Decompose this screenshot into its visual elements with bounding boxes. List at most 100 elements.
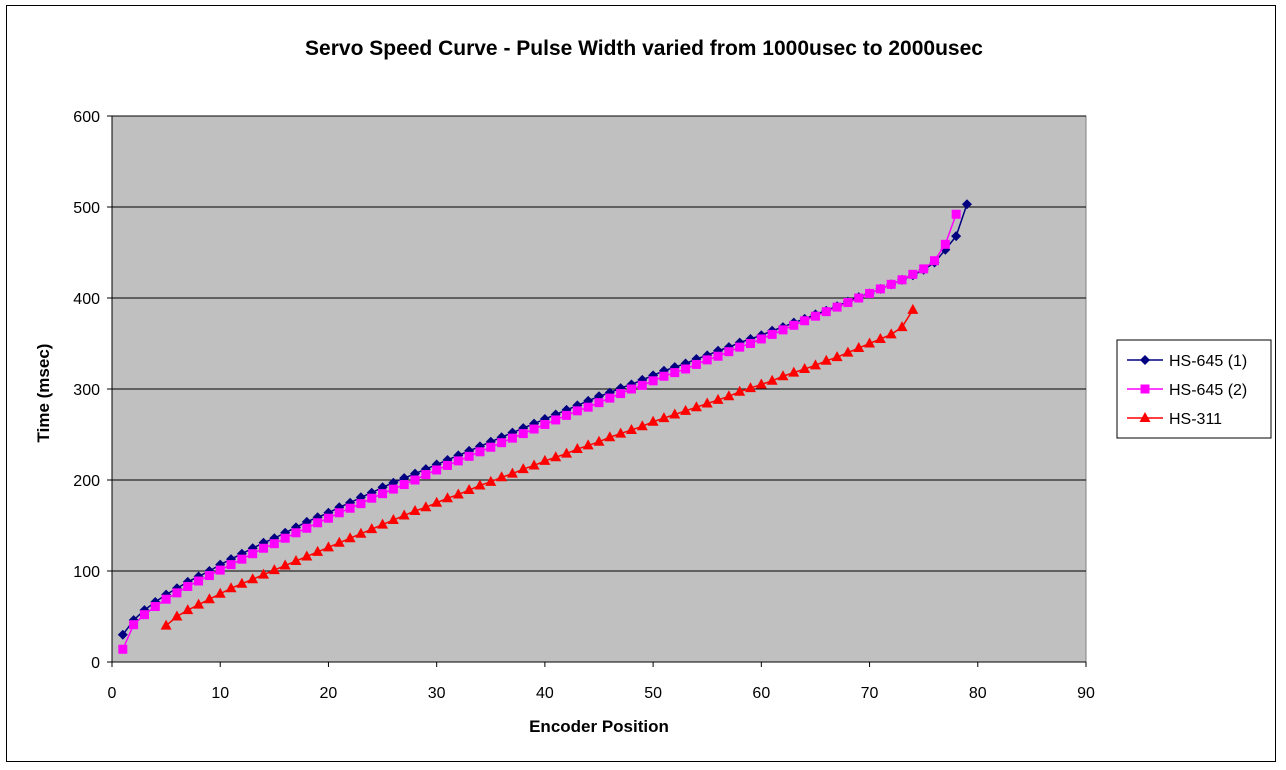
- point-2-18: [355, 527, 367, 538]
- y-tick-label-300: 300: [73, 382, 100, 399]
- point-1-51: [670, 368, 680, 378]
- point-2-64: [853, 342, 865, 353]
- point-1-19: [323, 513, 333, 523]
- legend-label-1: HS-645 (2): [1169, 382, 1247, 399]
- point-2-53: [734, 385, 746, 396]
- point-2-15: [322, 541, 334, 552]
- point-2-66: [874, 332, 886, 343]
- point-2-59: [799, 362, 811, 373]
- x-tick-labels: 0 10 20 30 40 50 60 70 80 90: [108, 662, 1095, 702]
- point-1-45: [605, 393, 615, 403]
- point-1-33: [475, 447, 485, 457]
- x-tick-label-30: 30: [428, 685, 446, 702]
- legend-marker-2: [1139, 412, 1151, 422]
- point-2-0: [160, 619, 172, 630]
- point-1-69: [865, 288, 875, 298]
- point-1-57: [735, 342, 745, 352]
- point-1-11: [237, 554, 247, 564]
- legend-label-2: HS-311: [1169, 411, 1222, 428]
- point-1-14: [269, 539, 279, 549]
- point-2-41: [604, 431, 616, 442]
- point-2-7: [236, 577, 248, 588]
- point-2-2: [182, 604, 194, 615]
- point-1-53: [691, 359, 701, 369]
- point-1-56: [724, 347, 734, 357]
- point-2-20: [377, 518, 389, 529]
- point-1-35: [497, 438, 507, 448]
- point-1-29: [432, 465, 442, 475]
- point-1-76: [940, 239, 950, 249]
- point-1-12: [248, 549, 258, 559]
- point-2-62: [831, 351, 843, 362]
- point-2-63: [842, 346, 854, 357]
- point-1-55: [713, 351, 723, 361]
- series-line-2: [165, 309, 914, 627]
- point-1-0: [118, 644, 128, 654]
- point-2-22: [398, 509, 410, 520]
- point-1-40: [551, 415, 561, 425]
- point-1-18: [313, 518, 323, 528]
- point-1-31: [453, 456, 463, 466]
- point-1-62: [789, 320, 799, 330]
- y-axis-title: Time (msec): [34, 344, 53, 443]
- y-tick-label-100: 100: [73, 564, 100, 581]
- point-1-2: [139, 610, 149, 620]
- point-1-73: [908, 269, 918, 279]
- point-2-69: [907, 303, 919, 314]
- y-tick-label-0: 0: [91, 655, 100, 672]
- x-tick-label-80: 80: [969, 685, 987, 702]
- point-2-47: [669, 408, 681, 419]
- point-1-13: [259, 543, 269, 553]
- point-2-50: [701, 397, 713, 408]
- point-2-67: [885, 328, 897, 339]
- point-2-3: [193, 598, 205, 609]
- point-1-5: [172, 588, 182, 598]
- point-1-25: [388, 484, 398, 494]
- point-2-4: [203, 593, 215, 604]
- point-1-37: [518, 429, 528, 439]
- point-2-32: [506, 467, 518, 478]
- point-1-9: [215, 565, 225, 575]
- point-2-39: [582, 439, 594, 450]
- point-1-66: [832, 302, 842, 312]
- point-2-30: [485, 475, 497, 486]
- point-2-5: [214, 587, 226, 598]
- point-2-10: [268, 564, 280, 575]
- point-2-25: [431, 496, 443, 507]
- series-2: [160, 303, 919, 630]
- point-2-68: [896, 321, 908, 332]
- point-2-55: [755, 378, 767, 389]
- point-1-23: [367, 493, 377, 503]
- point-2-28: [463, 484, 475, 495]
- series-1: [118, 209, 961, 654]
- point-1-36: [507, 433, 517, 443]
- x-tick-label-50: 50: [644, 685, 662, 702]
- point-1-17: [302, 523, 312, 533]
- chart-title: Servo Speed Curve - Pulse Width varied f…: [305, 37, 983, 60]
- point-1-67: [843, 298, 853, 308]
- point-1-39: [540, 419, 550, 429]
- chart-frame: Servo Speed Curve - Pulse Width varied f…: [6, 5, 1276, 762]
- point-2-31: [496, 471, 508, 482]
- x-tick-label-70: 70: [861, 685, 879, 702]
- x-tick-label-40: 40: [536, 685, 554, 702]
- point-2-54: [745, 382, 757, 393]
- point-2-14: [312, 545, 324, 556]
- point-2-36: [550, 451, 562, 462]
- legend-marker-1: [1140, 384, 1150, 394]
- x-tick-label-10: 10: [211, 685, 229, 702]
- point-2-26: [441, 492, 453, 503]
- x-tick-label-20: 20: [320, 685, 338, 702]
- point-2-33: [517, 463, 529, 474]
- point-0-0: [117, 629, 128, 640]
- legend-marker-0: [1140, 355, 1150, 365]
- point-2-12: [290, 554, 302, 565]
- point-1-54: [702, 355, 712, 365]
- point-1-20: [334, 508, 344, 518]
- point-2-17: [344, 532, 356, 543]
- point-1-16: [291, 528, 301, 538]
- point-1-72: [897, 275, 907, 285]
- point-1-22: [356, 499, 366, 509]
- point-1-6: [183, 581, 193, 591]
- point-2-42: [615, 427, 627, 438]
